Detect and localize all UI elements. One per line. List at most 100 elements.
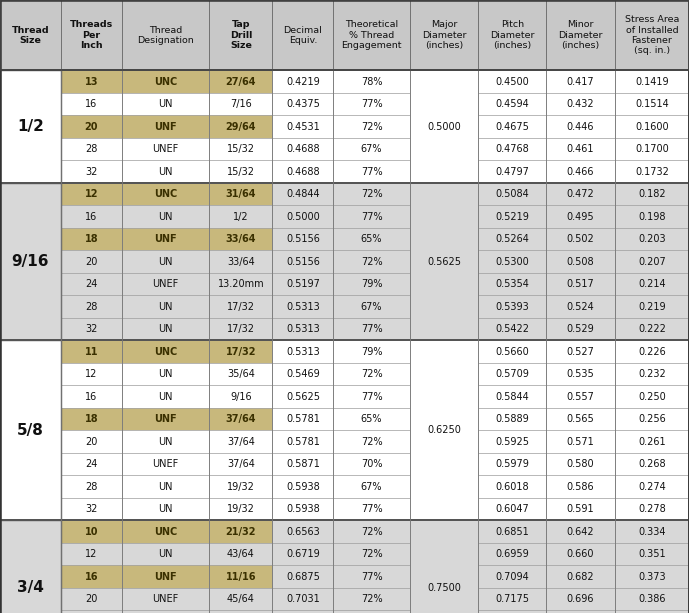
Bar: [209, 386, 272, 408]
Bar: [272, 520, 333, 543]
Bar: [272, 93, 333, 115]
Bar: [61, 138, 122, 161]
Bar: [61, 183, 122, 205]
Bar: [0, 0, 61, 70]
Text: 45/64: 45/64: [227, 594, 255, 604]
Text: UN: UN: [158, 257, 173, 267]
Bar: [478, 498, 546, 520]
Text: 18: 18: [85, 414, 98, 424]
Text: 11/16: 11/16: [226, 572, 256, 582]
Bar: [209, 0, 272, 70]
Bar: [615, 0, 689, 70]
Text: 0.580: 0.580: [567, 459, 595, 469]
Bar: [272, 0, 333, 70]
Text: 0.198: 0.198: [638, 211, 666, 222]
Text: 0.466: 0.466: [567, 167, 595, 177]
Text: 79%: 79%: [361, 347, 382, 357]
Text: 77%: 77%: [361, 392, 382, 402]
Bar: [615, 476, 689, 498]
Bar: [546, 115, 615, 138]
Text: 19/32: 19/32: [227, 482, 255, 492]
Bar: [122, 430, 209, 453]
Bar: [272, 363, 333, 386]
Text: 0.5625: 0.5625: [286, 392, 320, 402]
Text: 7/16: 7/16: [230, 99, 251, 109]
Bar: [615, 430, 689, 453]
Text: Threads
Per
Inch: Threads Per Inch: [70, 20, 113, 50]
Bar: [122, 205, 209, 228]
Bar: [272, 183, 333, 205]
Bar: [122, 115, 209, 138]
Text: 0.4844: 0.4844: [286, 189, 320, 199]
Text: 20: 20: [85, 436, 98, 447]
Bar: [333, 0, 410, 70]
Text: 0.5871: 0.5871: [286, 459, 320, 469]
Bar: [478, 205, 546, 228]
Text: 0.5781: 0.5781: [286, 436, 320, 447]
Text: Minor
Diameter
(inches): Minor Diameter (inches): [558, 20, 603, 50]
Text: UN: UN: [158, 324, 173, 334]
Text: 0.417: 0.417: [567, 77, 595, 87]
Text: 0.7500: 0.7500: [427, 583, 461, 593]
Text: 0.1419: 0.1419: [635, 77, 669, 87]
Bar: [615, 565, 689, 588]
Text: 37/64: 37/64: [226, 414, 256, 424]
Text: 0.508: 0.508: [567, 257, 595, 267]
Text: 20: 20: [85, 594, 98, 604]
Bar: [410, 520, 478, 613]
Bar: [478, 273, 546, 295]
Text: 0.5084: 0.5084: [495, 189, 529, 199]
Bar: [478, 93, 546, 115]
Bar: [615, 498, 689, 520]
Text: 0.386: 0.386: [638, 594, 666, 604]
Bar: [209, 565, 272, 588]
Bar: [478, 0, 546, 70]
Bar: [272, 115, 333, 138]
Bar: [209, 476, 272, 498]
Bar: [615, 295, 689, 318]
Bar: [478, 476, 546, 498]
Text: UN: UN: [158, 167, 173, 177]
Bar: [209, 453, 272, 476]
Text: 32: 32: [85, 167, 98, 177]
Text: 0.529: 0.529: [567, 324, 595, 334]
Bar: [333, 430, 410, 453]
Bar: [615, 70, 689, 93]
Text: 0.278: 0.278: [638, 504, 666, 514]
Text: 0.5625: 0.5625: [427, 257, 461, 267]
Text: 0.495: 0.495: [567, 211, 595, 222]
Text: 29/64: 29/64: [226, 122, 256, 132]
Text: 37/64: 37/64: [227, 436, 255, 447]
Text: 43/64: 43/64: [227, 549, 255, 559]
Bar: [615, 138, 689, 161]
Bar: [209, 183, 272, 205]
Text: 0.6047: 0.6047: [495, 504, 529, 514]
Bar: [272, 543, 333, 565]
Text: 0.5219: 0.5219: [495, 211, 529, 222]
Text: 20: 20: [85, 122, 98, 132]
Text: 0.1600: 0.1600: [635, 122, 669, 132]
Bar: [333, 408, 410, 430]
Bar: [333, 205, 410, 228]
Bar: [615, 543, 689, 565]
Text: 0.226: 0.226: [638, 347, 666, 357]
Text: 0.586: 0.586: [567, 482, 595, 492]
Text: 0.268: 0.268: [638, 459, 666, 469]
Text: 15/32: 15/32: [227, 167, 255, 177]
Text: 0.261: 0.261: [638, 436, 666, 447]
Bar: [410, 340, 478, 520]
Text: 0.7094: 0.7094: [495, 572, 529, 582]
Text: 28: 28: [85, 302, 98, 312]
Text: 0.222: 0.222: [638, 324, 666, 334]
Bar: [0, 183, 689, 340]
Bar: [209, 251, 272, 273]
Text: UNEF: UNEF: [152, 144, 178, 154]
Text: 67%: 67%: [361, 482, 382, 492]
Text: 0.6018: 0.6018: [495, 482, 529, 492]
Text: 0.219: 0.219: [638, 302, 666, 312]
Bar: [61, 205, 122, 228]
Bar: [272, 273, 333, 295]
Bar: [122, 408, 209, 430]
Text: 0.682: 0.682: [567, 572, 595, 582]
Text: 0.7175: 0.7175: [495, 594, 529, 604]
